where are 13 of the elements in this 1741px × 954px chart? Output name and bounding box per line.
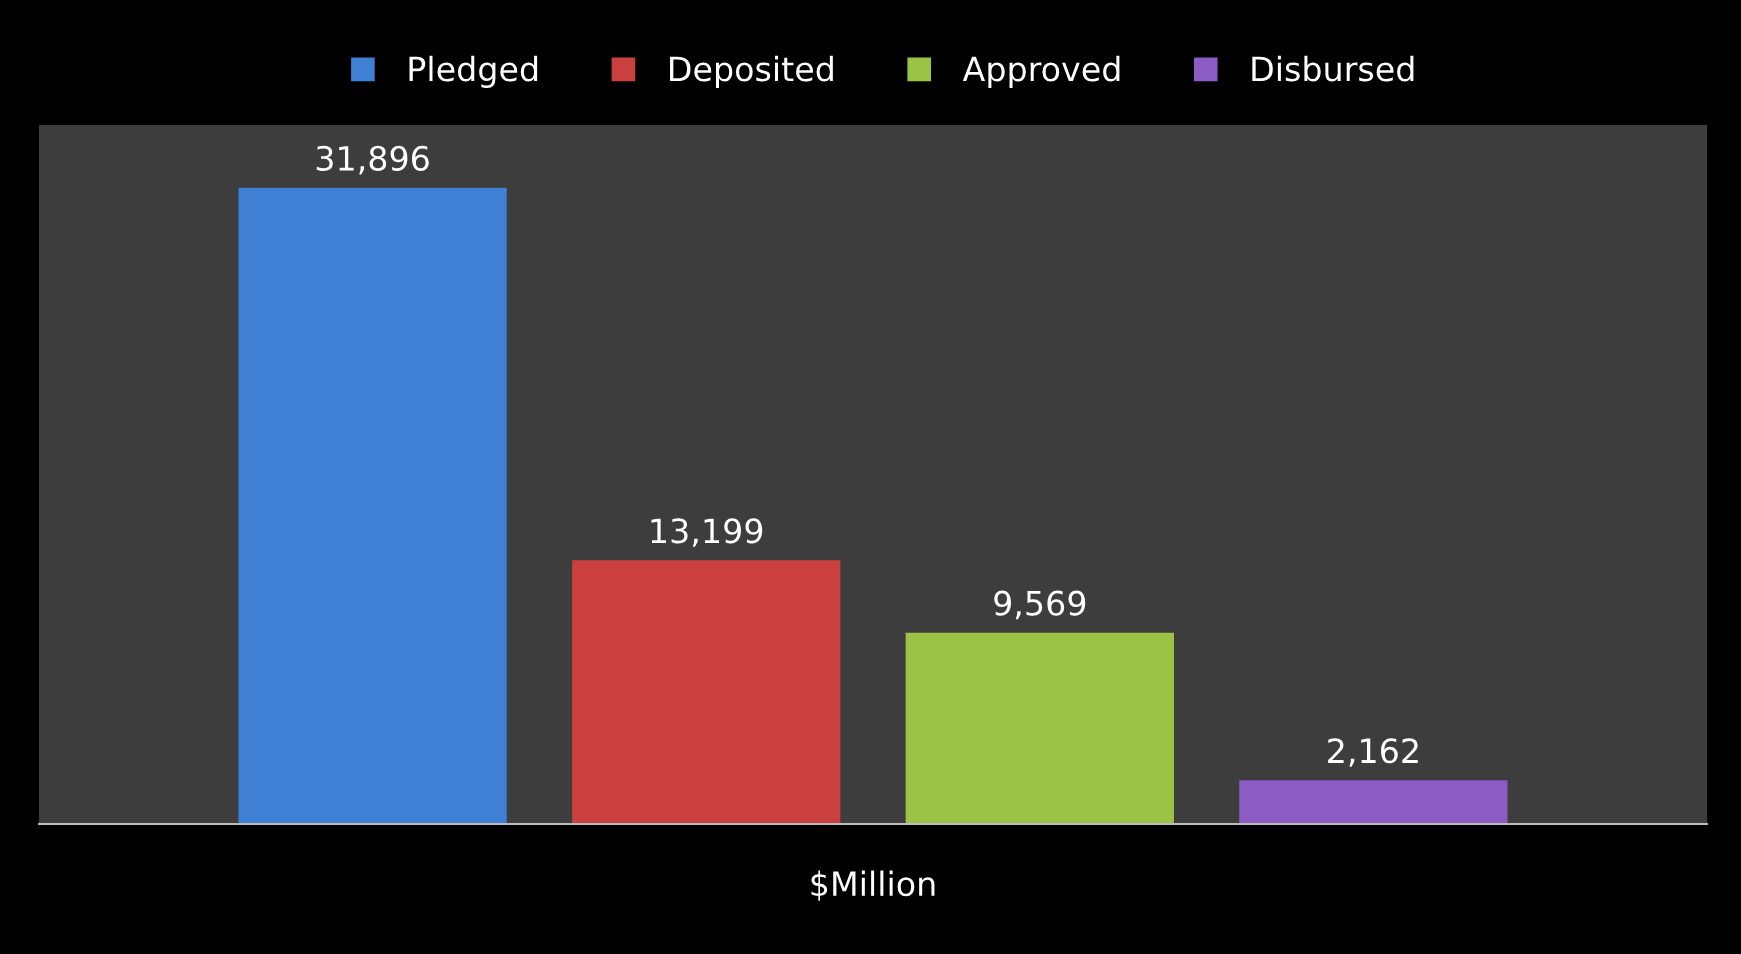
data-label: 31,896 [316, 145, 429, 175]
bar [1239, 780, 1508, 824]
legend-label: Pledged [409, 55, 538, 89]
x-axis-title: $Million [811, 870, 935, 901]
data-label: 13,199 [651, 518, 763, 547]
data-label: 9,569 [994, 590, 1086, 620]
bar [238, 187, 507, 824]
legend-label: Deposited [670, 55, 833, 89]
legend-label: Disbursed [1252, 55, 1414, 82]
legend-label: Approved [962, 55, 1120, 89]
data-label: 2,162 [1328, 738, 1418, 767]
bar [905, 632, 1174, 824]
bar [572, 560, 841, 824]
